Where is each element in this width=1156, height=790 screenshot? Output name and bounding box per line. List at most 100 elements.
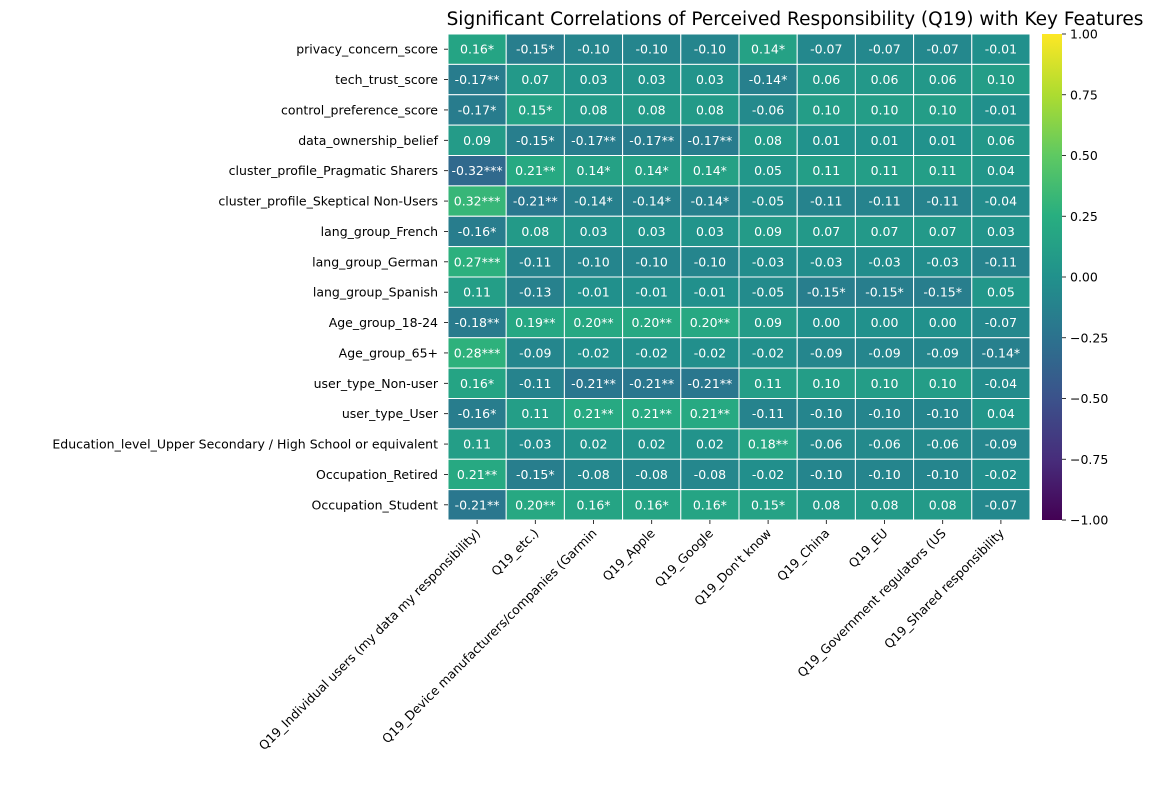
heatmap-cell [913, 276, 973, 308]
cell-annotation: 0.14* [751, 42, 785, 57]
heatmap-cell [447, 306, 507, 339]
row-labels: privacy_concern_score tech_trust_scorecon… [52, 42, 448, 512]
cell-annotation: 0.07 [929, 224, 957, 239]
heatmap-cell [505, 276, 565, 308]
heatmap-cell [738, 306, 798, 339]
cell-annotation: 0.08 [812, 497, 840, 512]
colorbar-tick-label: 0.25 [1070, 209, 1098, 224]
cell-annotation: 0.03 [580, 224, 608, 239]
cell-annotation: -0.03 [868, 254, 900, 269]
heatmap-cell [971, 489, 1031, 521]
cell-annotation: -0.09 [868, 345, 900, 360]
cell-annotation: 0.14* [693, 163, 727, 178]
heatmap-cell [913, 63, 973, 96]
row-label: data_ownership_belief [298, 133, 438, 148]
heatmap-cell [913, 155, 973, 187]
row-label: cluster_profile_Pragmatic Sharers [229, 163, 438, 178]
heatmap-cell [505, 367, 565, 399]
heatmap-cell [622, 428, 682, 460]
cell-annotation: 0.07 [812, 224, 840, 239]
cell-annotation: 0.08 [871, 497, 899, 512]
cell-annotation: -0.09 [810, 345, 842, 360]
cell-annotation: 0.20** [632, 315, 672, 330]
heatmap-cell [854, 33, 915, 65]
cell-annotation: -0.14* [982, 345, 1021, 360]
cell-annotation: 0.11 [871, 163, 899, 178]
cell-annotation: -0.03 [519, 437, 551, 452]
row-label: user_type_Non-user [314, 376, 439, 391]
cell-annotation: 0.09 [754, 224, 782, 239]
cell-annotation: -0.21** [571, 376, 616, 391]
cell-annotation: -0.06 [927, 437, 959, 452]
heatmap-cell [971, 124, 1031, 156]
cell-annotation: 0.32*** [454, 194, 501, 209]
cell-annotation: 0.07 [871, 224, 899, 239]
colorbar-tick-label: 0.50 [1070, 148, 1098, 163]
cell-annotation: -0.10 [810, 406, 842, 421]
row-label: Education_level_Upper Secondary / High S… [52, 437, 438, 452]
cell-annotation: -0.21** [455, 497, 500, 512]
heatmap-cell [622, 63, 682, 96]
heatmap-cell [854, 367, 915, 399]
heatmap-cell [622, 185, 682, 217]
heatmap-cell [854, 63, 915, 96]
cell-annotation: 0.09 [463, 133, 491, 148]
heatmap-cell [622, 398, 682, 430]
cell-annotation: 0.10 [929, 376, 957, 391]
heatmap-cell [738, 185, 798, 217]
heatmap-cell [913, 458, 973, 491]
heatmap-cell [971, 246, 1031, 278]
cell-annotation: -0.16* [458, 406, 497, 421]
row-label: lang_group_German [312, 254, 438, 269]
cell-annotation: -0.03 [752, 254, 784, 269]
heatmap-cell [680, 458, 740, 491]
cell-annotation: -0.17* [458, 102, 497, 117]
cell-annotation: -0.21** [687, 376, 732, 391]
cell-annotation: -0.10 [868, 467, 900, 482]
row-label: cluster_profile_Skeptical Non-Users [218, 194, 438, 209]
cell-annotation: 0.03 [696, 224, 724, 239]
cell-annotation: 0.10 [929, 102, 957, 117]
cell-annotation: -0.14* [691, 194, 730, 209]
cell-annotation: 0.11 [463, 285, 491, 300]
cell-annotation: -0.01 [985, 42, 1017, 57]
row-label: lang_group_Spanish [313, 285, 438, 300]
heatmap-cell [854, 398, 915, 430]
heatmap-cell [447, 94, 507, 126]
cell-annotation: 0.04 [987, 163, 1015, 178]
heatmap-cell [796, 63, 856, 96]
heatmap-cell [796, 215, 856, 248]
cell-annotation: -0.18** [455, 315, 500, 330]
cell-annotation: -0.11 [927, 194, 959, 209]
chart-title: Significant Correlations of Perceived Re… [447, 9, 1144, 30]
heatmap-cell [622, 246, 682, 278]
heatmap-cell [854, 306, 915, 339]
cell-annotation: -0.10 [694, 254, 726, 269]
cell-annotation: -0.07 [927, 42, 959, 57]
cell-annotation: 0.18** [748, 437, 788, 452]
heatmap-cell [563, 337, 624, 369]
cell-annotation: 0.15* [751, 497, 785, 512]
cell-annotation: 0.16* [576, 497, 610, 512]
heatmap-cell [738, 246, 798, 278]
row-label: Age_group_65+ [339, 345, 438, 360]
cell-annotation: -0.01 [985, 102, 1017, 117]
cell-annotation: -0.15* [516, 42, 555, 57]
cell-annotation: -0.10 [636, 42, 668, 57]
cell-annotation: -0.01 [694, 285, 726, 300]
heatmap-cell [796, 246, 856, 278]
row-label: user_type_User [342, 406, 439, 421]
cell-annotation: 0.15* [518, 102, 552, 117]
row-label: Age_group_18-24 [329, 315, 438, 330]
cell-annotation: -0.04 [985, 194, 1017, 209]
heatmap-cell [971, 458, 1031, 491]
cell-annotation: 0.10 [871, 376, 899, 391]
heatmap-cell [854, 94, 915, 126]
cell-annotation: -0.02 [694, 345, 726, 360]
cell-annotation: -0.01 [636, 285, 668, 300]
cell-annotation: -0.02 [636, 345, 668, 360]
cell-annotation: 0.08 [696, 102, 724, 117]
colorbar-tick-label: 0.00 [1070, 270, 1098, 285]
cell-annotation: 0.01 [871, 133, 899, 148]
